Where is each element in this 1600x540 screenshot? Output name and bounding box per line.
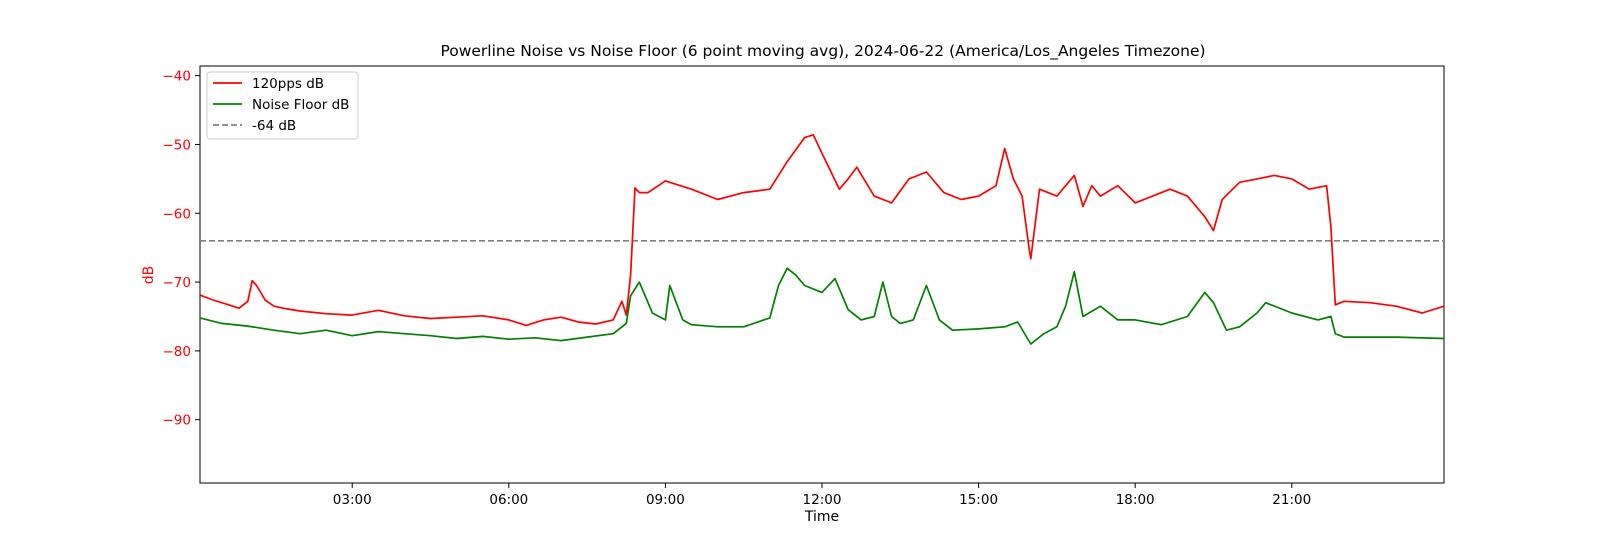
y-tick-label: −40 <box>163 69 192 85</box>
series-line-noise-floor <box>199 267 1445 345</box>
series-line-120pps <box>199 133 1445 327</box>
y-tick-label: −70 <box>163 275 192 291</box>
x-tick-label: 21:00 <box>1272 492 1311 508</box>
plot-area <box>199 65 1445 484</box>
y-tick-label: −60 <box>163 206 192 222</box>
y-tick-label: −50 <box>163 137 192 153</box>
y-tick-label: −80 <box>163 344 192 360</box>
x-axis-label: Time <box>804 509 839 525</box>
legend-label-minus-64: -64 dB <box>252 118 296 134</box>
legend-label-120pps: 120pps dB <box>252 76 324 92</box>
series-layer <box>199 133 1445 345</box>
x-tick-label: 12:00 <box>803 492 842 508</box>
legend-label-noise-floor: Noise Floor dB <box>252 97 349 113</box>
legend: 120pps dB Noise Floor dB -64 dB <box>206 71 359 140</box>
x-tick-label: 15:00 <box>959 492 998 508</box>
chart-title: Powerline Noise vs Noise Floor (6 point … <box>440 42 1205 61</box>
legend-frame <box>206 71 359 140</box>
x-tick-label: 09:00 <box>646 492 685 508</box>
y-tick-label: −90 <box>163 413 192 429</box>
y-axis: −40 −50 −60 −70 −80 −90 <box>163 69 200 429</box>
x-tick-label: 06:00 <box>489 492 528 508</box>
x-axis: 03:00 06:00 09:00 12:00 15:00 18:00 21:00 <box>333 483 1311 508</box>
y-axis-label: dB <box>141 266 157 285</box>
x-tick-label: 18:00 <box>1116 492 1155 508</box>
x-tick-label: 03:00 <box>333 492 372 508</box>
